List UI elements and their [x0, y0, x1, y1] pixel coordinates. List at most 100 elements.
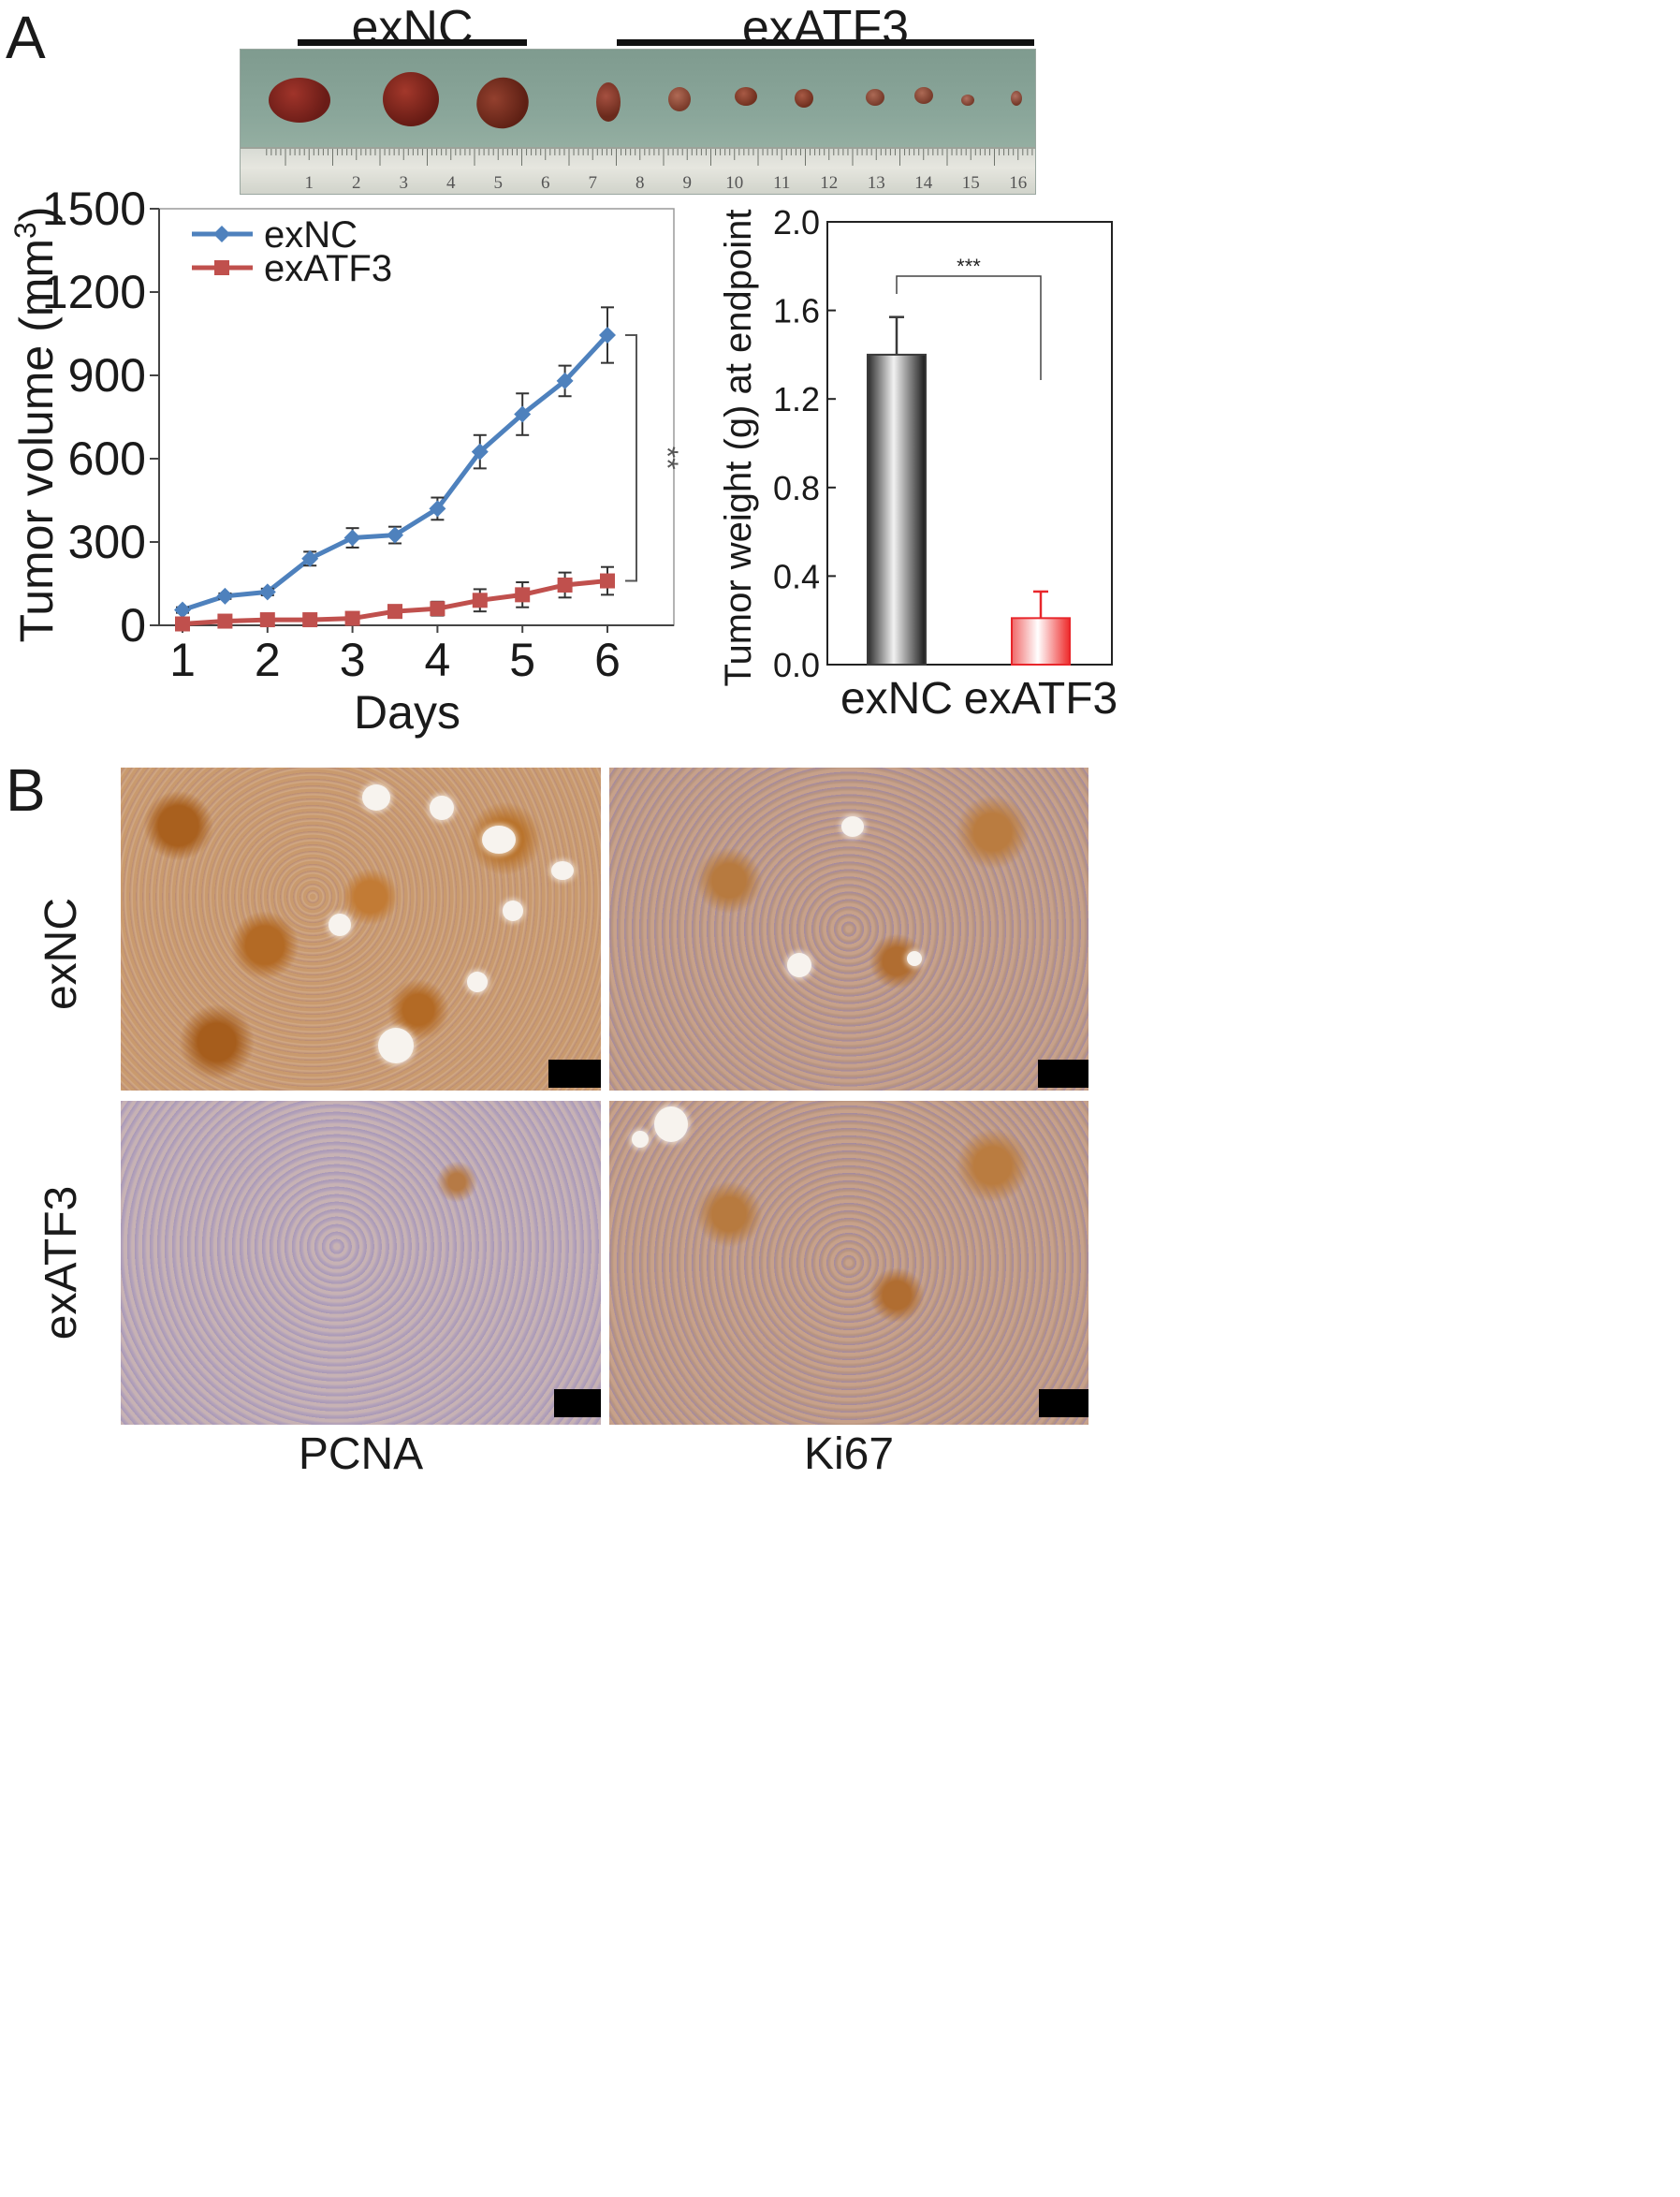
- data-point-exNC: [216, 587, 234, 605]
- data-point-exNC: [514, 405, 532, 423]
- data-point-exNC: [429, 500, 446, 518]
- data-point-exNC: [599, 326, 616, 344]
- data-point-exATF3: [217, 613, 233, 629]
- category-label-exATF3: exATF3: [964, 674, 1118, 724]
- panel-b-letter: B: [6, 756, 46, 824]
- significance-bracket: [625, 333, 637, 582]
- micrograph-exatf3-pcna: [121, 1101, 601, 1425]
- micrograph-exnc-pcna: [121, 768, 601, 1091]
- ruler: 1234567891011121314151617: [241, 147, 1035, 194]
- legend-marker-exATF3: [214, 260, 229, 275]
- micrograph-exnc-ki67: [609, 768, 1088, 1091]
- row-label-exatf3: exATF3: [37, 1185, 86, 1340]
- ruler-number: 11: [773, 173, 790, 193]
- significance-marker: ***: [957, 255, 981, 278]
- vacuole: [551, 861, 574, 880]
- legend-marker-exNC: [213, 226, 230, 242]
- tumor-exatf3-2: [668, 87, 691, 111]
- y-tick-label: 1.6: [773, 292, 820, 330]
- data-point-exATF3: [175, 616, 190, 632]
- scale-bar: [1038, 1060, 1088, 1088]
- y-tick-label: 0: [120, 599, 146, 652]
- tumor-exatf3-3: [735, 87, 757, 106]
- scale-bar: [548, 1060, 601, 1088]
- vacuole: [467, 972, 488, 992]
- ruler-number: 7: [589, 173, 598, 193]
- panel-a-letter: A: [6, 4, 46, 71]
- ruler-number: 1: [305, 173, 314, 193]
- data-point-exNC: [174, 601, 191, 619]
- x-tick-label: 4: [424, 634, 450, 686]
- ruler-number: 4: [446, 173, 456, 193]
- tumor-exnc-2: [383, 72, 439, 126]
- vacuole: [654, 1106, 688, 1142]
- data-point-exNC: [258, 583, 276, 601]
- data-point-exNC: [556, 372, 574, 389]
- data-point-exATF3: [557, 577, 573, 593]
- y-tick-label: 0.0: [773, 646, 820, 684]
- data-point-exATF3: [344, 610, 360, 626]
- ruler-number: 6: [541, 173, 550, 193]
- ruler-graphic: 1234567891011121314151617: [266, 149, 1033, 193]
- ruler-number: 14: [914, 173, 933, 193]
- bar-exNC: [867, 353, 927, 666]
- x-tick-label: 2: [255, 634, 281, 686]
- photo-group-bar-exatf3: [617, 39, 1034, 46]
- data-point-exNC: [471, 443, 489, 461]
- significance-bracket: [896, 275, 1042, 380]
- tumor-exatf3-7: [961, 95, 974, 106]
- data-point-exNC: [343, 529, 361, 547]
- row-label-exnc: exNC: [37, 897, 86, 1011]
- vacuole: [378, 1028, 414, 1063]
- data-point-exATF3: [387, 604, 402, 620]
- tumor-exatf3-4: [795, 89, 813, 108]
- data-point-exNC: [387, 526, 403, 544]
- ruler-number: 2: [352, 173, 361, 193]
- ruler-number: 13: [868, 173, 885, 193]
- vacuole: [482, 826, 516, 854]
- column-label-pcna: PCNA: [298, 1429, 424, 1479]
- tumor-exatf3-1: [596, 82, 621, 122]
- data-point-exATF3: [302, 612, 318, 628]
- plot-frame: [826, 221, 1113, 666]
- ruler-number: 8: [635, 173, 645, 193]
- vacuole: [907, 951, 922, 966]
- tumor-exatf3-6: [914, 87, 933, 104]
- y-tick-label: 2.0: [773, 203, 820, 242]
- y-tick-label: 1200: [42, 266, 146, 318]
- data-point-exATF3: [515, 587, 531, 603]
- y-tick-label: 900: [68, 349, 146, 402]
- ruler-number: 5: [494, 173, 504, 193]
- vacuole: [632, 1131, 649, 1148]
- vacuole: [430, 796, 454, 820]
- tumor-exnc-3: [467, 67, 538, 139]
- tumor-weight-bar-chart: 0.0 0.4 0.8 1.2 1.6 2.0 Tumor weight (g) at en…: [718, 203, 1118, 724]
- vacuole: [362, 784, 390, 811]
- plot-frame: [158, 208, 675, 626]
- tumor-photo: 1234567891011121314151617: [240, 49, 1036, 195]
- bar-exATF3: [1011, 617, 1071, 666]
- ruler-number: 15: [962, 173, 980, 193]
- data-point-exATF3: [430, 601, 446, 617]
- micrograph-exatf3-ki67: [609, 1101, 1088, 1425]
- tumor-exatf3-8: [1011, 91, 1022, 106]
- legend-label-exATF3: exATF3: [264, 248, 392, 289]
- category-label-exNC: exNC: [840, 674, 953, 724]
- data-point-exATF3: [259, 612, 275, 628]
- x-axis-title: Days: [354, 686, 460, 739]
- legend-label-exNC: exNC: [264, 214, 358, 256]
- vacuole: [841, 816, 864, 837]
- vacuole: [787, 953, 811, 977]
- y-tick-label: 0.8: [773, 469, 820, 507]
- y-tick-label: 1.2: [773, 380, 820, 418]
- scale-bar: [554, 1389, 601, 1417]
- scale-bar: [1039, 1389, 1088, 1417]
- y-tick-label: 600: [68, 432, 146, 485]
- y-tick-label: 1500: [42, 192, 146, 235]
- ruler-number: 16: [1009, 173, 1027, 193]
- tumor-exatf3-5: [866, 89, 884, 106]
- x-tick-label: 5: [509, 634, 535, 686]
- data-point-exNC: [301, 549, 319, 567]
- tumor-volume-line-chart: 0 300 600 900 1200 1500 1 2 3 4 5 6 Days Tumor volume…: [8, 192, 684, 739]
- significance-marker: **: [650, 447, 684, 470]
